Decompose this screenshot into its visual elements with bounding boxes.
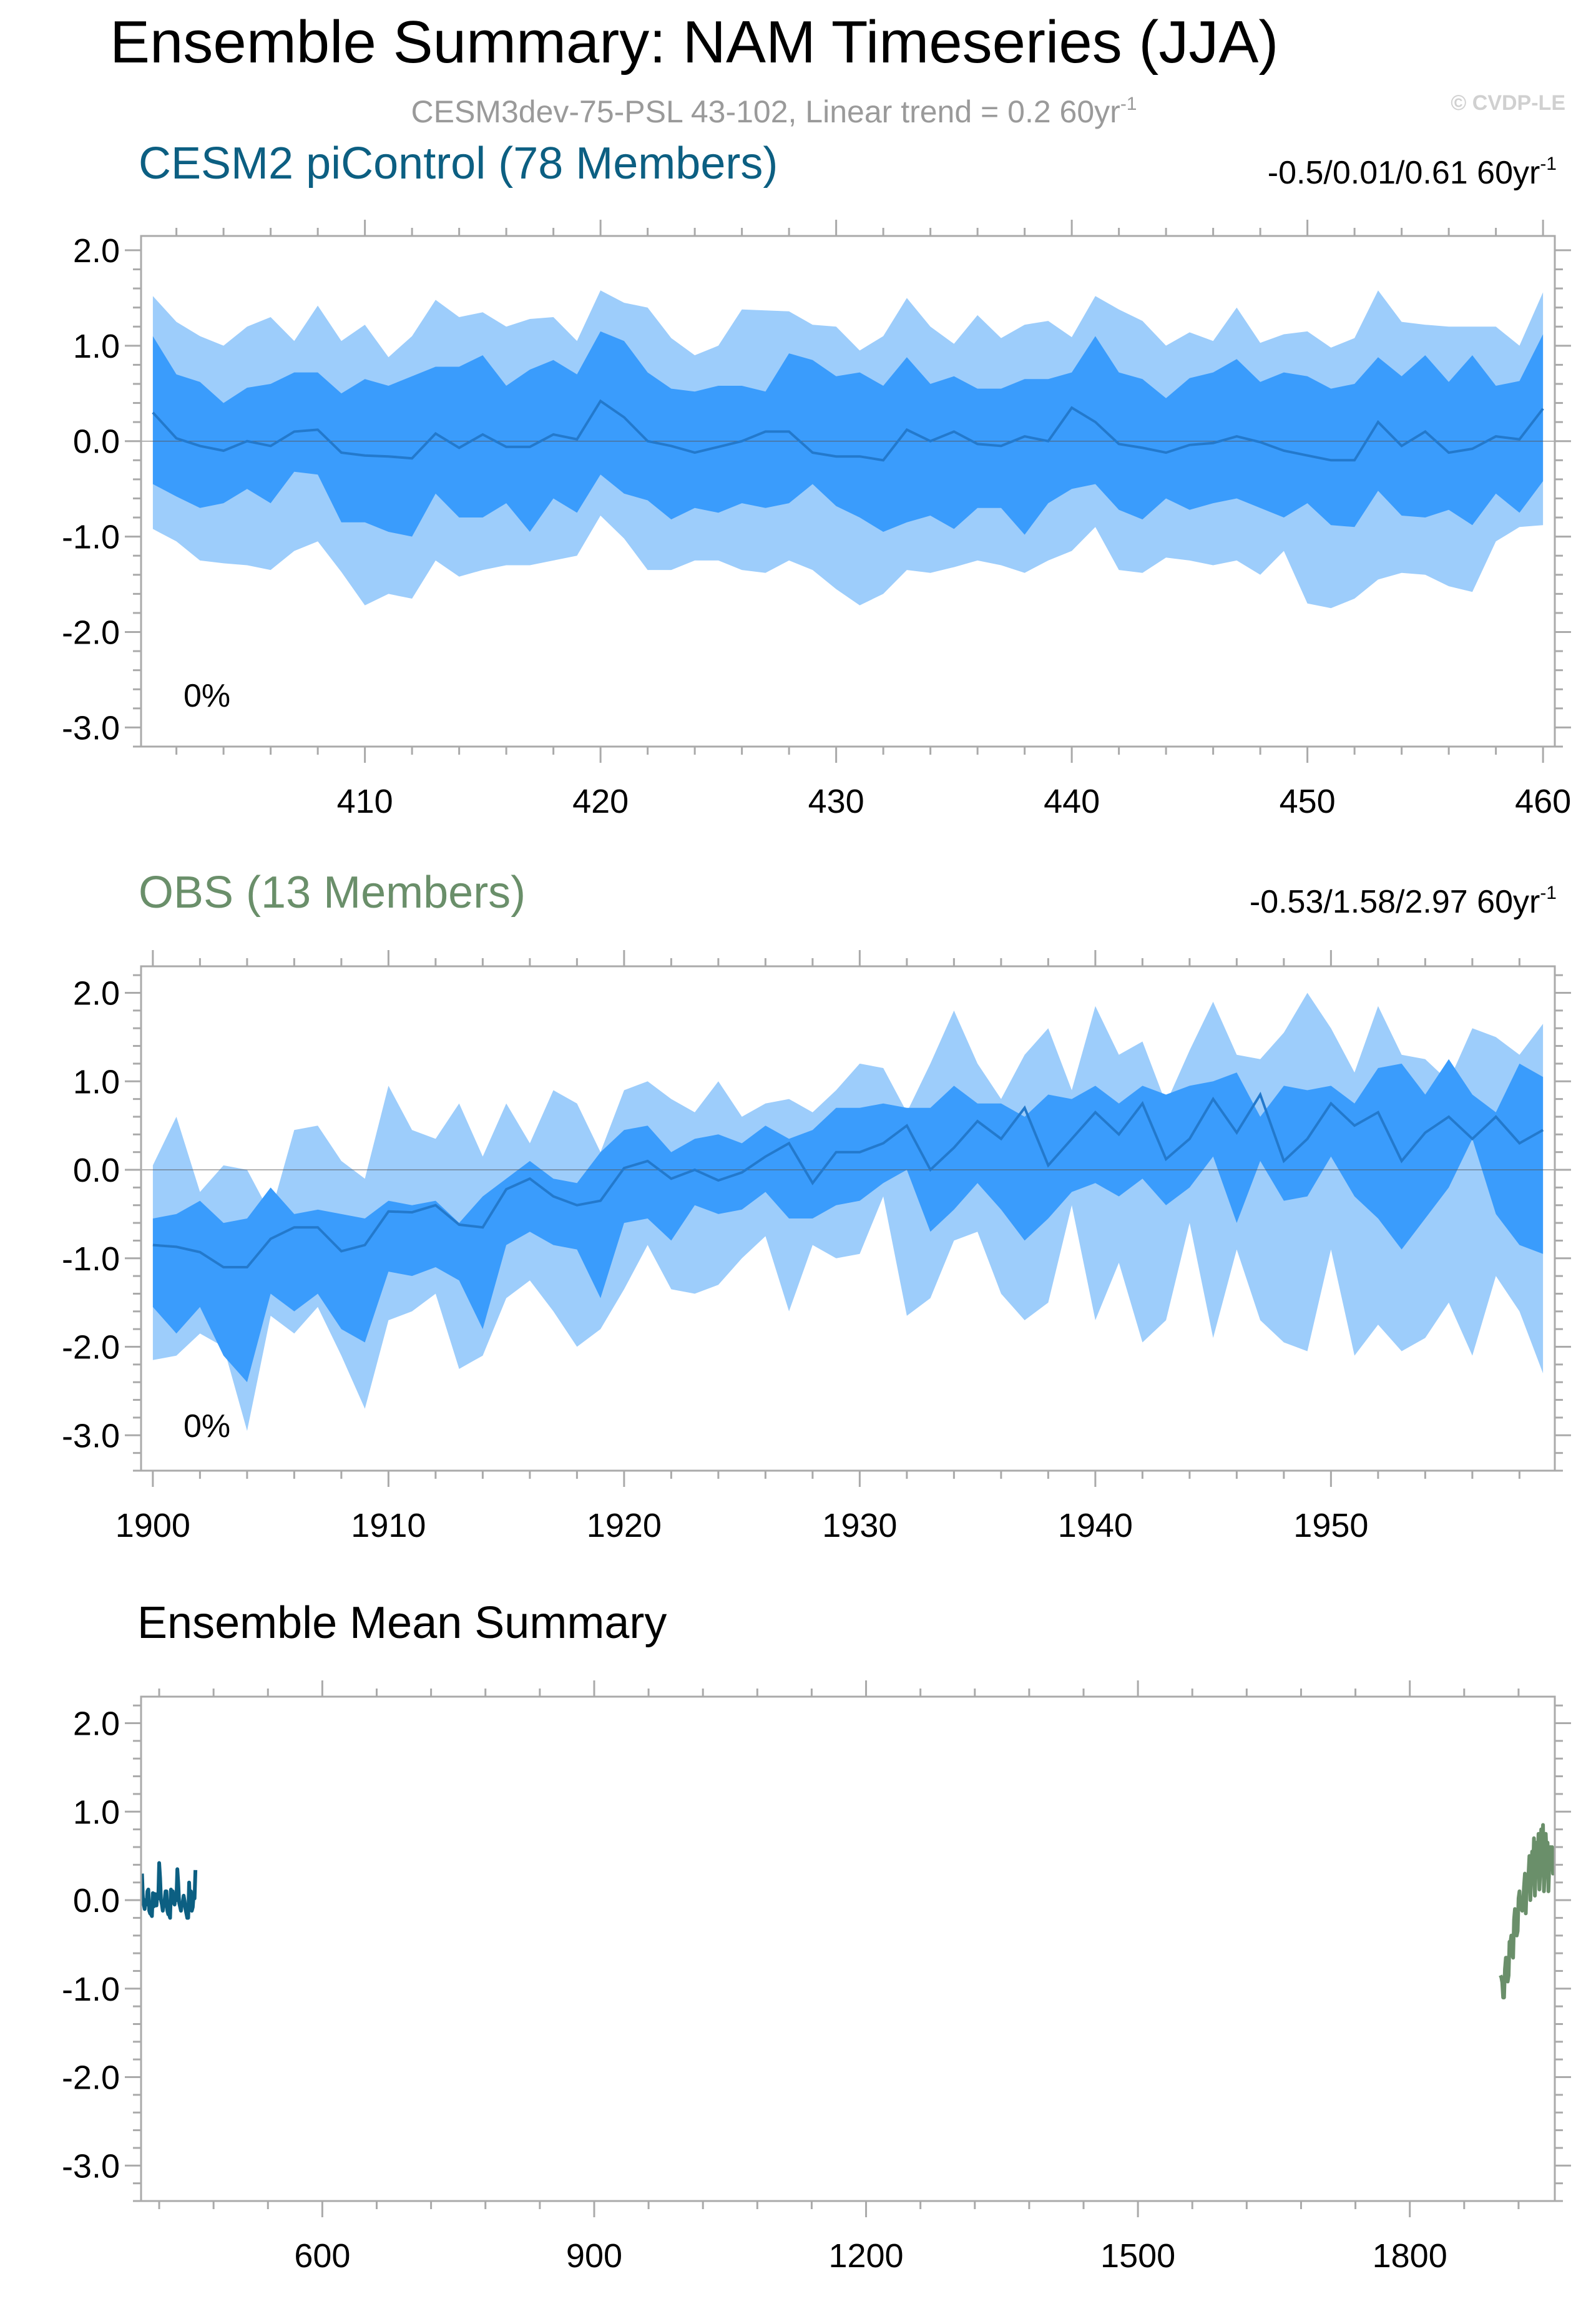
obs-ytick-label: 2.0 — [73, 975, 120, 1012]
summary-frame — [140, 1695, 1556, 2202]
obs-band-min-max — [152, 993, 1544, 1431]
panel-ensemble-mean-plot-area — [140, 1823, 1556, 1999]
cesm2-ytick-label: 2.0 — [73, 232, 120, 270]
obs-ensemble-mean-line — [152, 1091, 1544, 1268]
obs-ytick-label: -3.0 — [62, 1417, 120, 1454]
panel-cesm2-trend: -0.5/0.01/0.61 60yr-1 — [1268, 154, 1557, 191]
figure-subtitle-text: CESM3dev-75-PSL 43-102, Linear trend = 0… — [411, 94, 1120, 129]
summary-ytick-label: -2.0 — [62, 2059, 120, 2097]
obs-ytick-label: 1.0 — [73, 1063, 120, 1101]
cesm2-ytick-label: -1.0 — [62, 519, 120, 556]
summary-ytick-label: 0.0 — [73, 1882, 120, 1919]
summary-ytick-label: -1.0 — [62, 1971, 120, 2008]
summary-xtick-label: 1200 — [828, 2237, 903, 2275]
summary-ytick-label: -3.0 — [62, 2147, 120, 2185]
cesm2-band-p25-p75 — [152, 331, 1544, 537]
summary-xtick-label: 1800 — [1373, 2237, 1447, 2275]
figure-title: Ensemble Summary: NAM Timeseries (JJA) — [110, 9, 1278, 76]
panel-obs-trend-text: -0.53/1.58/2.97 60yr — [1250, 884, 1540, 920]
obs-xtick-label: 1920 — [587, 1507, 662, 1544]
summary-obs-mean-line — [1499, 1823, 1556, 1999]
summary-cesm-mean-line — [140, 1861, 198, 1920]
panel-obs-title: OBS (13 Members) — [139, 868, 526, 918]
obs-xtick-label: 1940 — [1058, 1507, 1133, 1544]
panel-cesm2-trend-text: -0.5/0.01/0.61 60yr — [1268, 155, 1540, 191]
panel-obs-plot-area — [141, 993, 1555, 1431]
panel-cesm2-trend-exponent: -1 — [1540, 154, 1557, 174]
obs-xtick-label: 1900 — [115, 1507, 190, 1544]
panel-obs: OBS (13 Members) -0.53/1.58/2.97 60yr-1 … — [62, 868, 1571, 1544]
cesm2-ytick-label: -2.0 — [62, 614, 120, 652]
obs-ytick-label: -1.0 — [62, 1240, 120, 1278]
obs-frame — [140, 965, 1556, 1472]
summary-xtick-label: 1500 — [1100, 2237, 1175, 2275]
obs-ytick-label: -2.0 — [62, 1329, 120, 1366]
cesm2-ytick-label: -3.0 — [62, 709, 120, 747]
panel-ensemble-mean: Ensemble Mean Summary -3.0 -2.0 -1.0 0.0 1.0… — [62, 1598, 1571, 2275]
cesm2-frame — [140, 235, 1556, 748]
panel-obs-trend: -0.53/1.58/2.97 60yr-1 — [1250, 883, 1557, 920]
cesm2-xtick-label: 430 — [808, 783, 864, 820]
cesm2-ensemble-mean-line — [152, 399, 1544, 462]
summary-ytick-label: 2.0 — [73, 1705, 120, 1743]
panel-obs-axes: -3.0 -2.0 -1.0 0.0 1.0 2.0 1900 1910 1920 1930 194… — [62, 950, 1571, 1544]
panel-obs-percent: 0% — [184, 1408, 230, 1444]
obs-ytick-label: 0.0 — [73, 1152, 120, 1189]
cesm2-xtick-label: 420 — [572, 783, 629, 820]
obs-xtick-label: 1930 — [822, 1507, 897, 1544]
cesm2-xtick-label: 450 — [1280, 783, 1336, 820]
watermark: © CVDP-LE — [1451, 91, 1565, 115]
panel-cesm2-axes: -3.0 -2.0 -1.0 0.0 1.0 2.0 410 420 430 440 450 460 — [62, 220, 1571, 820]
panel-ensemble-mean-title: Ensemble Mean Summary — [137, 1598, 667, 1648]
summary-xtick-label: 600 — [294, 2237, 350, 2275]
panel-cesm2-title: CESM2 piControl (78 Members) — [139, 139, 778, 189]
panel-cesm2-plot-area — [141, 290, 1555, 609]
obs-xtick-label: 1910 — [351, 1507, 426, 1544]
panel-cesm2-percent: 0% — [184, 678, 230, 714]
figure-subtitle: CESM3dev-75-PSL 43-102, Linear trend = 0… — [411, 94, 1137, 129]
obs-xtick-label: 1950 — [1293, 1507, 1368, 1544]
panel-cesm2: CESM2 piControl (78 Members) -0.5/0.01/0… — [62, 139, 1571, 820]
cesm2-xtick-label: 460 — [1515, 783, 1571, 820]
summary-ytick-label: 1.0 — [73, 1793, 120, 1831]
panel-ensemble-mean-axes: -3.0 -2.0 -1.0 0.0 1.0 2.0 600 900 1200 1500 1800 — [62, 1680, 1571, 2275]
figure-subtitle-exponent: -1 — [1120, 94, 1137, 114]
cesm2-ytick-label: 1.0 — [73, 328, 120, 365]
obs-band-p25-p75 — [152, 1059, 1544, 1383]
cesm2-ytick-label: 0.0 — [73, 423, 120, 461]
cesm2-xtick-label: 440 — [1044, 783, 1100, 820]
summary-xtick-label: 900 — [566, 2237, 622, 2275]
cesm2-xtick-label: 410 — [337, 783, 393, 820]
panel-obs-trend-exponent: -1 — [1540, 883, 1557, 903]
